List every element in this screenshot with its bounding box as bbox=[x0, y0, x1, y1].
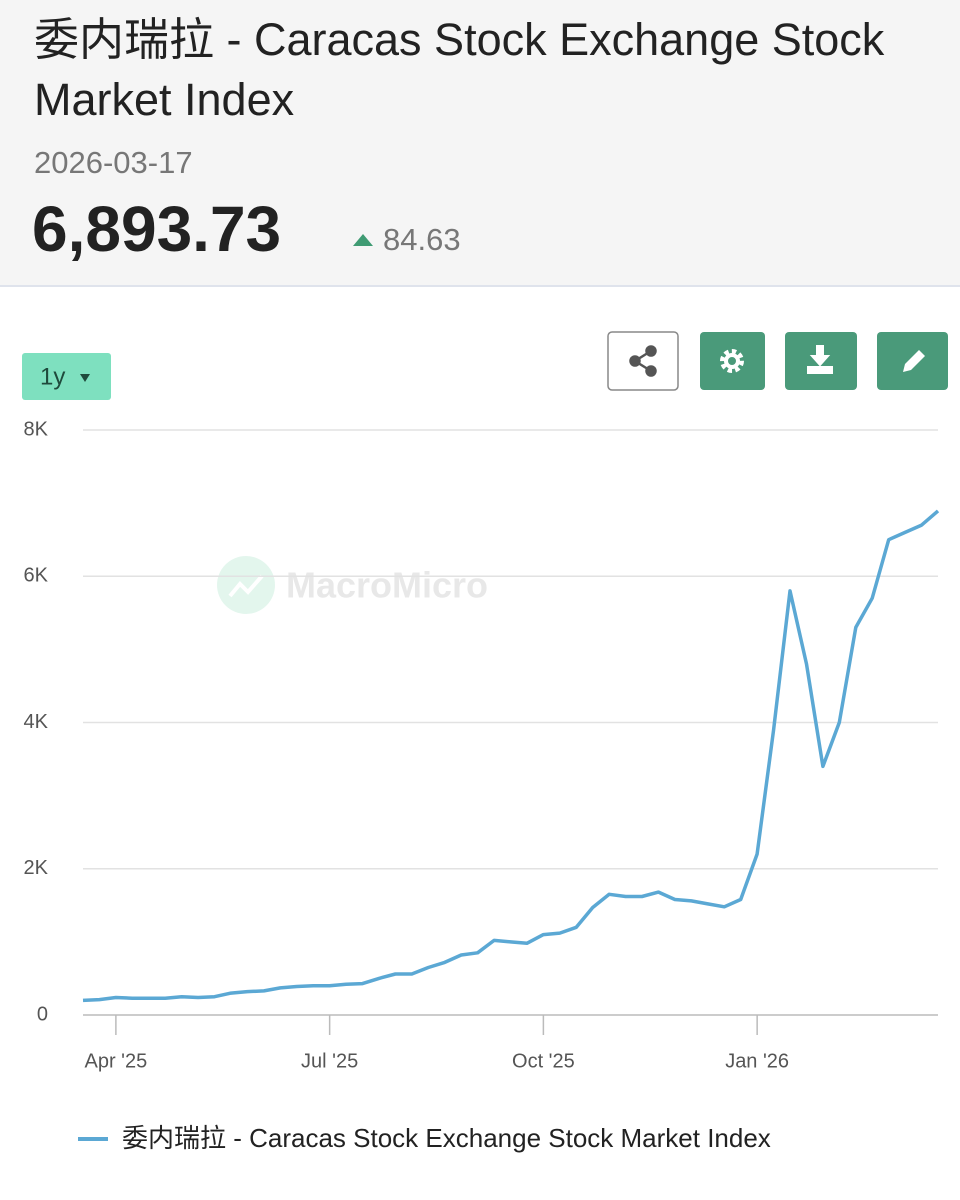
legend-label: 委内瑞拉 - Caracas Stock Exchange Stock Mark… bbox=[122, 1123, 771, 1153]
y-tick-label: 8K bbox=[24, 418, 49, 440]
gear-icon-core bbox=[724, 353, 740, 369]
download-button[interactable] bbox=[785, 332, 857, 390]
header: 委内瑞拉 - Caracas Stock Exchange Stock Mark… bbox=[0, 0, 960, 287]
y-tick-label: 2K bbox=[24, 857, 49, 879]
chart: 1y MacroMicro 委内瑞拉 - Caracas Stock Excha… bbox=[22, 331, 948, 1153]
dropdown-bg bbox=[22, 353, 111, 400]
watermark: MacroMicro bbox=[217, 556, 488, 614]
title: 委内瑞拉 - Caracas Stock Exchange Stock Mark… bbox=[34, 14, 885, 125]
range-dropdown[interactable]: 1y bbox=[22, 353, 111, 400]
y-tick-label: 0 bbox=[37, 1003, 48, 1025]
x-tick-label: Jan '26 bbox=[725, 1050, 789, 1072]
download-icon bbox=[807, 345, 833, 374]
y-tick-label: 4K bbox=[24, 711, 49, 733]
watermark-logo bbox=[217, 556, 275, 614]
index-value: 6,893.73 bbox=[32, 193, 282, 265]
settings-button[interactable] bbox=[700, 332, 765, 390]
range-label: 1y bbox=[40, 363, 65, 390]
x-tick-label: Jul '25 bbox=[301, 1050, 358, 1072]
share-button[interactable] bbox=[607, 331, 679, 391]
button-bg bbox=[700, 332, 765, 390]
share-icon bbox=[629, 345, 657, 377]
series-line bbox=[82, 509, 940, 1003]
dropdown-arrow bbox=[80, 374, 90, 382]
edit-button[interactable] bbox=[877, 332, 948, 390]
date: 2026-03-17 bbox=[34, 145, 193, 180]
watermark-text: MacroMicro bbox=[286, 565, 488, 606]
x-tick-label: Oct '25 bbox=[512, 1050, 575, 1072]
y-tick-label: 6K bbox=[24, 565, 49, 587]
gear-icon bbox=[720, 349, 744, 373]
x-tick-label: Apr '25 bbox=[85, 1050, 148, 1072]
watermark-logo-mark bbox=[228, 574, 264, 598]
change-value: 84.63 bbox=[383, 222, 461, 257]
edit-icon bbox=[903, 350, 925, 372]
up-arrow bbox=[353, 234, 373, 246]
change: 84.63 bbox=[353, 222, 461, 258]
button-bg bbox=[607, 331, 679, 391]
legend[interactable]: 委内瑞拉 - Caracas Stock Exchange Stock Mark… bbox=[78, 1123, 771, 1153]
